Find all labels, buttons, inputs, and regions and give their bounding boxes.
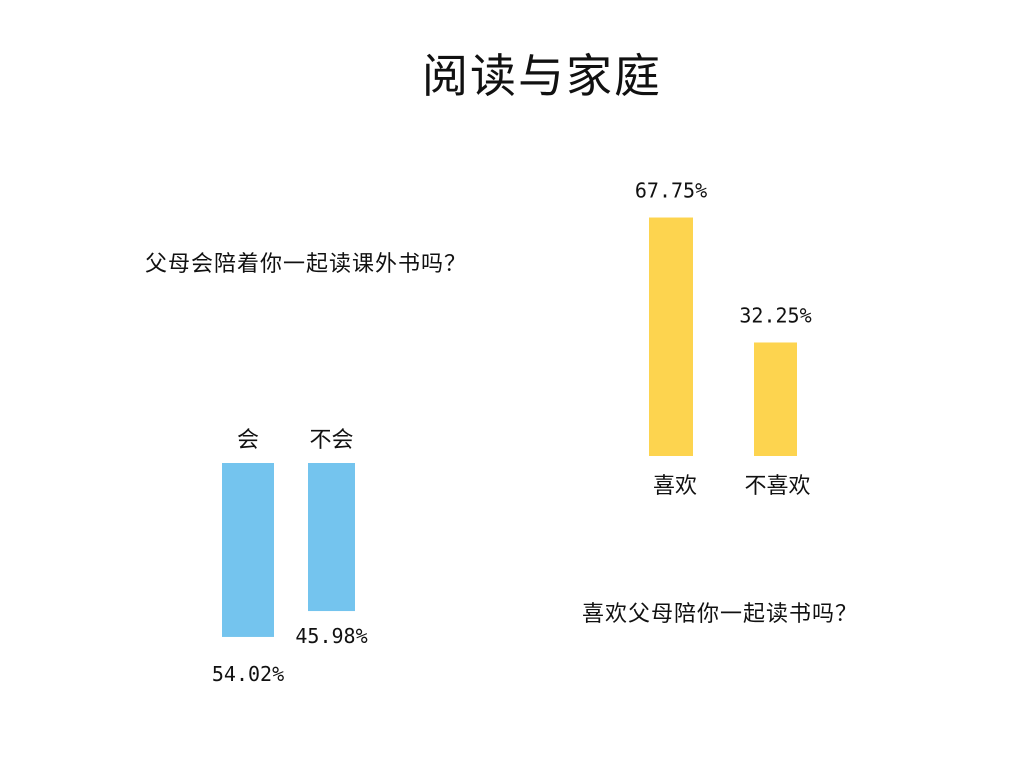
bar-right-0	[649, 217, 693, 456]
bar-left-0	[222, 463, 274, 637]
chart-question-parents-read: 父母会陪着你一起读课外书吗？	[145, 252, 468, 277]
chart-question-like-reading: 喜欢父母陪你一起读书吗？	[582, 602, 859, 627]
value-label-right-0: 67.75%	[635, 179, 707, 203]
category-label-right-0: 喜欢	[653, 474, 697, 499]
category-label-left-1: 不会	[309, 428, 353, 453]
value-label-left-1: 45.98%	[295, 624, 367, 648]
value-label-right-1: 32.25%	[739, 303, 811, 327]
value-label-left-0: 54.02%	[212, 662, 284, 686]
category-label-right-1: 不喜欢	[744, 474, 810, 499]
page-title: 阅读与家庭	[422, 49, 662, 103]
category-label-left-0: 会	[237, 428, 259, 453]
bar-left-1	[308, 463, 355, 612]
bar-right-1	[754, 342, 797, 456]
